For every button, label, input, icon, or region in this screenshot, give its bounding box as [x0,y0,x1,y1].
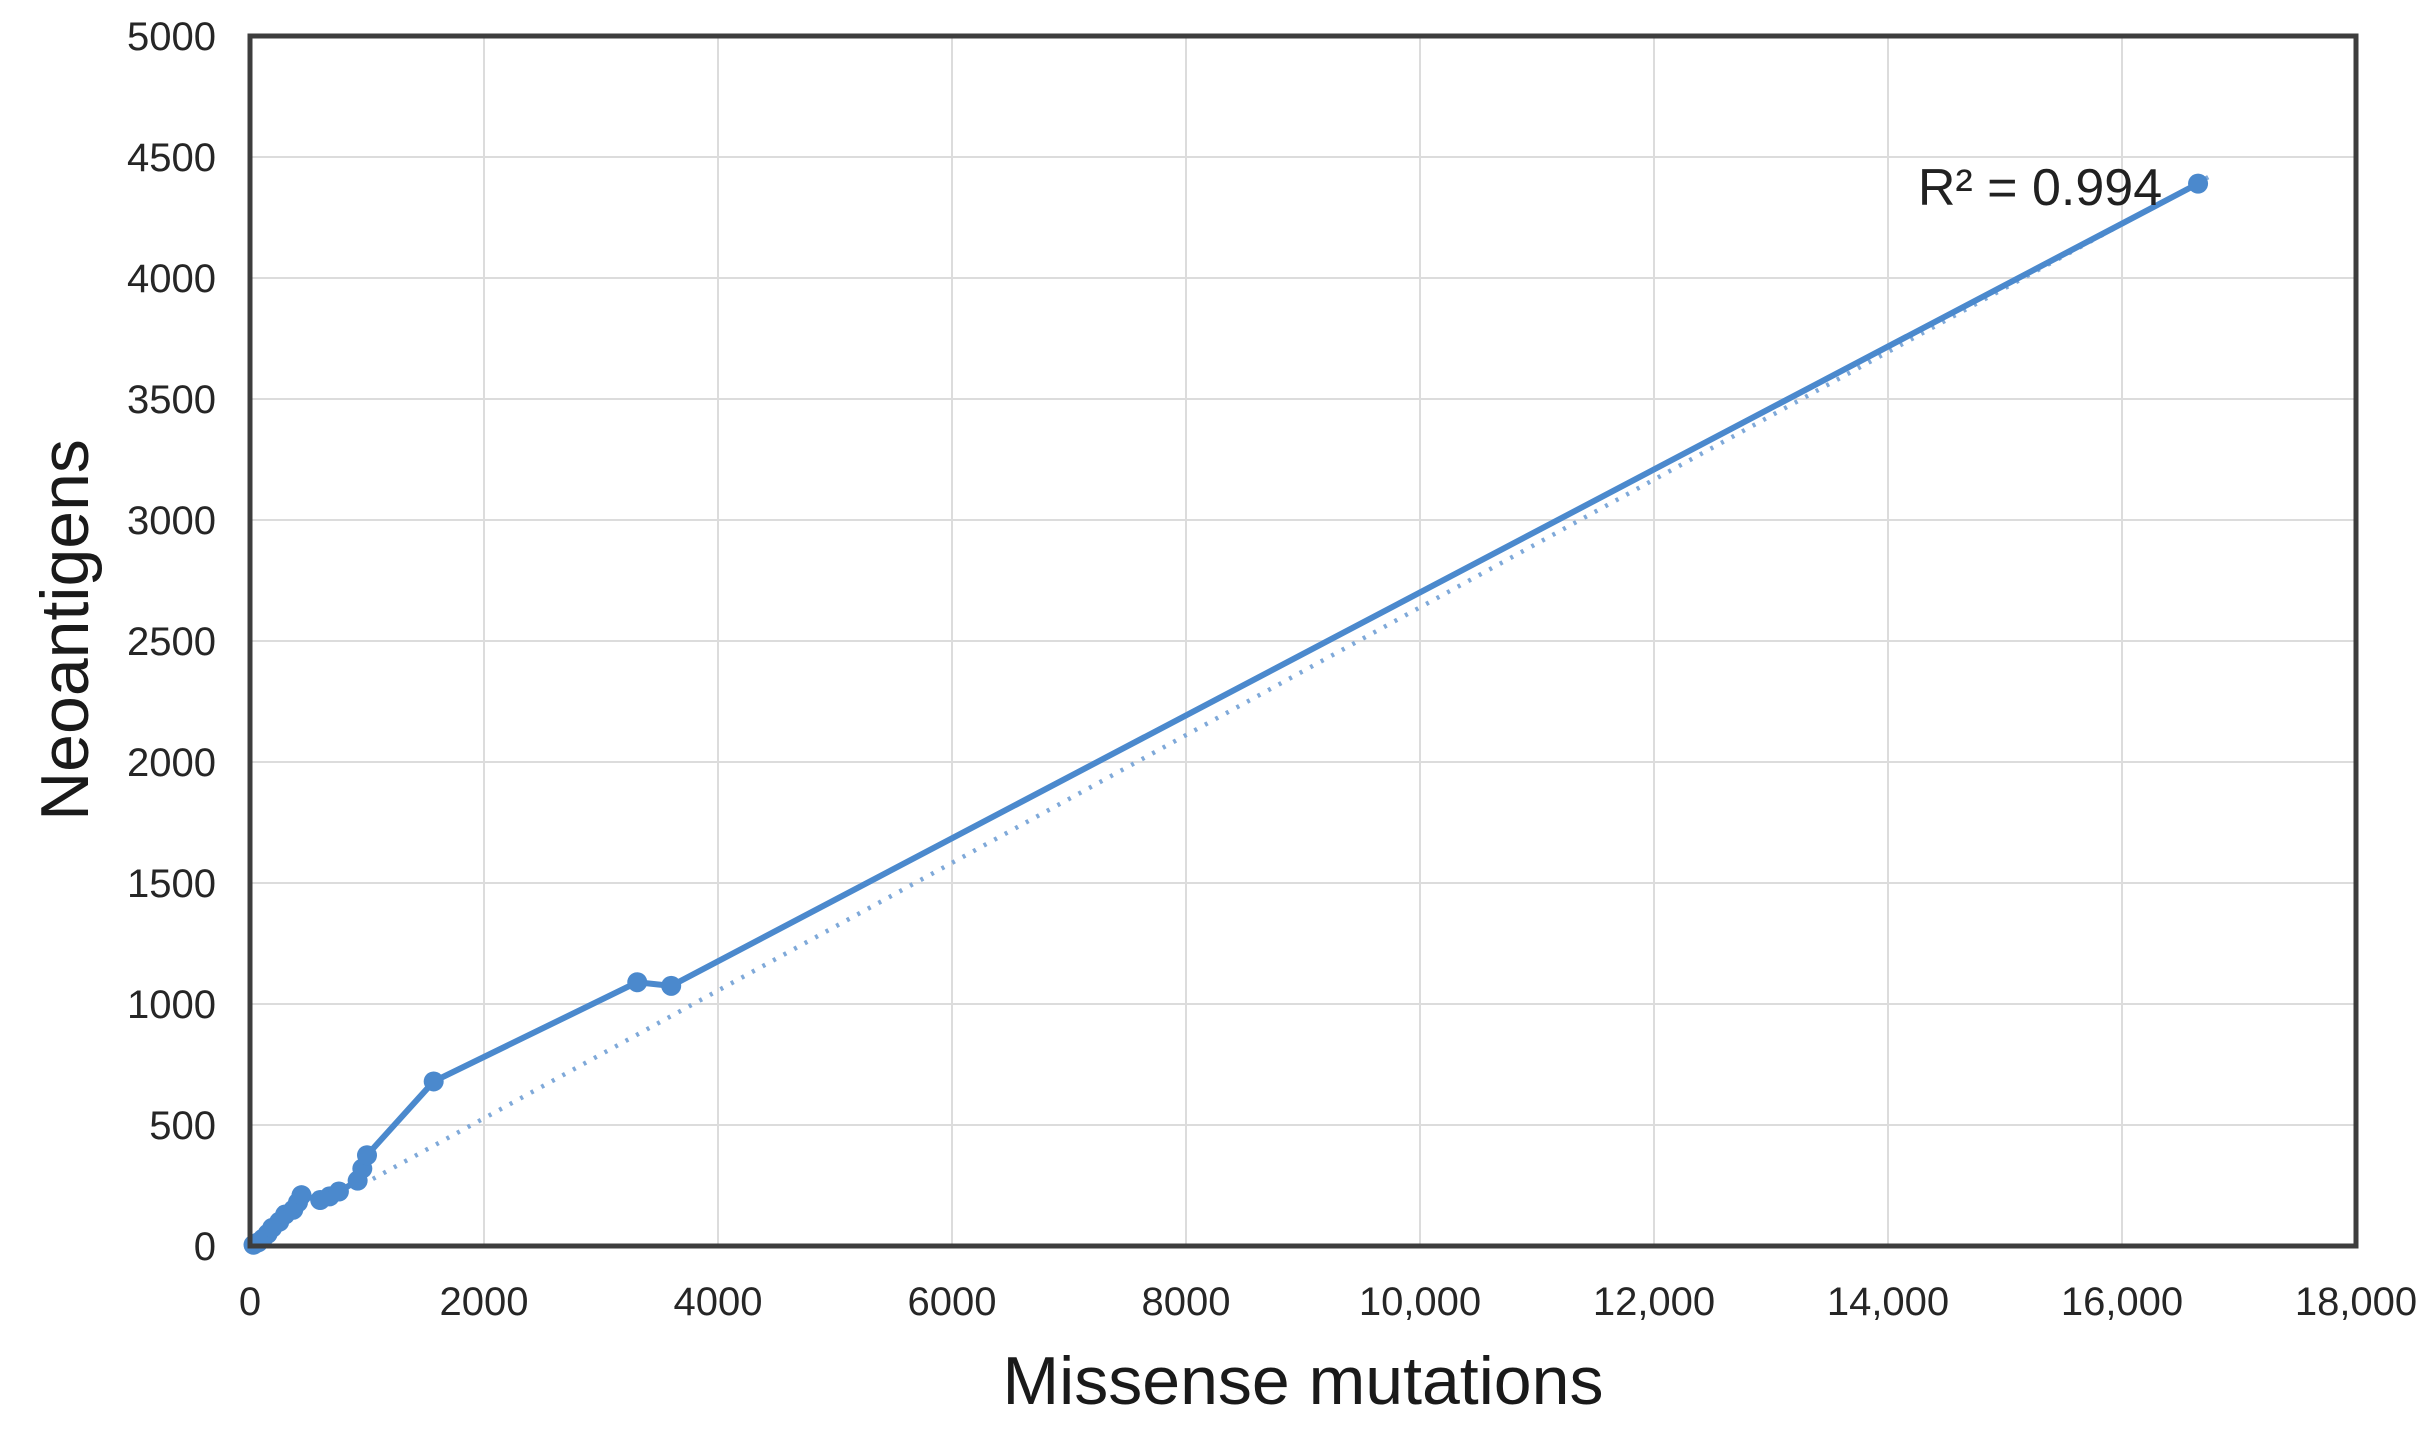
y-tick-label: 1000 [127,983,216,1027]
plot-border [247,33,2359,1249]
y-tick-label: 5000 [127,15,216,59]
y-tick-label: 3000 [127,499,216,543]
data-series [243,173,2209,1255]
x-tick-label: 0 [239,1280,261,1324]
x-tick-label: 4000 [674,1280,763,1324]
y-tick-label: 1500 [127,862,216,906]
x-tick-label: 14,000 [1827,1280,1949,1324]
x-tick-label: 12,000 [1593,1280,1715,1324]
data-point-marker [627,972,648,993]
data-point-marker [291,1185,312,1206]
x-tick-label: 18,000 [2295,1280,2417,1324]
y-axis-tick-labels: 0 500 1000 1500 2000 2500 3000 3500 4000 4500 5000 [127,15,216,1269]
y-tick-label: 4500 [127,136,216,180]
data-point-marker [423,1071,444,1092]
r-squared-label: R² = 0.994 [1918,159,2162,217]
gridlines [249,35,2357,1247]
y-tick-label: 0 [194,1225,216,1269]
x-tick-label: 10,000 [1359,1280,1481,1324]
x-axis-title: Missense mutations [1003,1343,1604,1419]
x-tick-label: 6000 [908,1280,997,1324]
x-axis-tick-labels: 0 2000 4000 6000 8000 10,000 12,000 14,000 16,00… [239,1280,2417,1324]
trendline [371,174,2211,1181]
y-tick-label: 3500 [127,378,216,422]
y-tick-label: 500 [149,1104,216,1148]
series-line [250,180,2202,1248]
x-tick-label: 16,000 [2061,1280,2183,1324]
trendline-dotted [371,174,2211,1181]
y-axis-title: Neoantigens [27,439,103,821]
x-tick-label: 2000 [440,1280,529,1324]
y-tick-label: 4000 [127,257,216,301]
data-point-marker [2188,173,2209,194]
y-tick-label: 2500 [127,620,216,664]
data-point-marker [661,975,682,996]
data-point-marker [328,1181,349,1202]
x-tick-label: 8000 [1142,1280,1231,1324]
data-point-marker [357,1145,377,1166]
y-tick-label: 2000 [127,741,216,785]
